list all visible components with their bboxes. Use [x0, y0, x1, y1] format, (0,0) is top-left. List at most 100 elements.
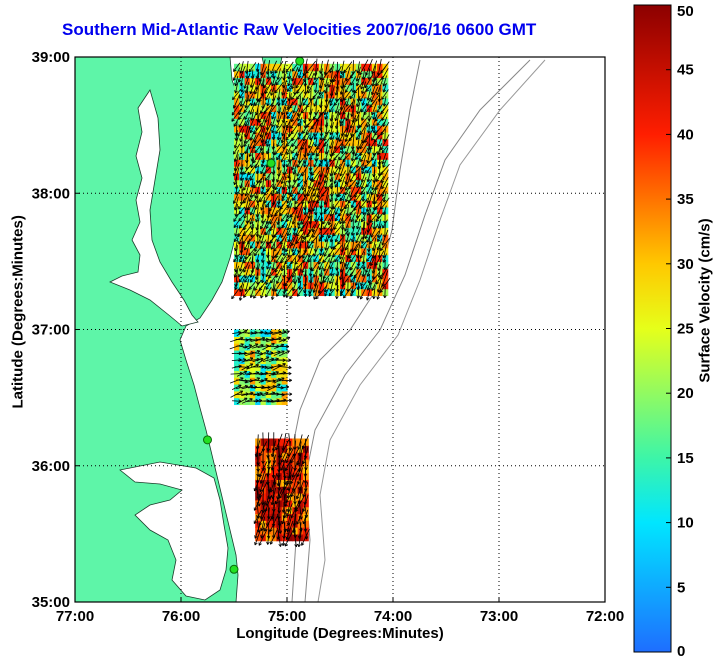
- station-marker: [266, 158, 276, 168]
- velocity-arrow: [266, 137, 271, 147]
- velocity-arrow: [308, 101, 313, 116]
- velocity-arrow: [317, 175, 326, 191]
- velocity-arrow: [313, 270, 318, 287]
- velocity-cell: [260, 111, 267, 119]
- velocity-arrow: [254, 144, 262, 154]
- velocity-cell: [281, 97, 288, 106]
- velocity-arrow: [311, 215, 321, 233]
- velocity-arrow: [360, 270, 368, 287]
- velocity-cell: [355, 240, 362, 249]
- velocity-arrow: [346, 158, 350, 168]
- velocity-arrow: [356, 218, 361, 230]
- velocity-arrow: [276, 107, 282, 123]
- velocity-arrow: [292, 514, 297, 534]
- velocity-arrow: [249, 209, 256, 225]
- velocity-cell: [276, 77, 283, 85]
- velocity-arrow: [313, 82, 318, 93]
- velocity-cell: [239, 220, 246, 228]
- velocity-arrow: [353, 196, 364, 211]
- chart-title: Southern Mid-Atlantic Raw Velocities 200…: [62, 20, 537, 39]
- velocity-arrow: [291, 209, 298, 225]
- velocity-arrow: [279, 385, 290, 389]
- velocity-arrow: [271, 188, 276, 206]
- velocity-arrow: [317, 251, 325, 265]
- velocity-arrow: [339, 117, 346, 127]
- velocity-arrow: [243, 175, 252, 191]
- velocity-cell: [297, 288, 304, 297]
- velocity-cell: [265, 220, 272, 228]
- velocity-arrow: [271, 87, 276, 102]
- velocity-cell: [276, 261, 283, 269]
- velocity-arrow: [250, 150, 255, 162]
- velocity-cell: [350, 166, 357, 174]
- velocity-cell: [377, 118, 383, 126]
- velocity-arrow: [380, 134, 390, 151]
- velocity-cell: [244, 138, 251, 147]
- velocity-arrow: [296, 461, 304, 477]
- velocity-cell: [244, 275, 251, 283]
- velocity-cell: [287, 84, 293, 92]
- velocity-arrow: [266, 202, 271, 219]
- velocity-cell: [287, 145, 293, 153]
- velocity-cell: [361, 152, 368, 160]
- velocity-arrow: [281, 219, 287, 229]
- velocity-arrow: [313, 137, 318, 148]
- velocity-cell: [281, 145, 288, 153]
- velocity-arrow: [342, 271, 354, 286]
- velocity-cell: [239, 397, 246, 406]
- velocity-arrow: [318, 80, 324, 95]
- velocity-cell: [276, 84, 283, 92]
- velocity-cell: [265, 240, 272, 249]
- velocity-arrow: [260, 253, 265, 263]
- velocity-arrow: [277, 218, 281, 230]
- velocity-arrow: [242, 225, 252, 237]
- velocity-arrow: [292, 103, 297, 114]
- velocity-arrow: [265, 60, 271, 75]
- velocity-arrow: [360, 170, 367, 183]
- velocity-arrow: [264, 171, 273, 181]
- velocity-cell: [350, 288, 357, 297]
- velocity-cell: [297, 131, 304, 140]
- velocity-arrow: [339, 263, 346, 280]
- velocity-arrow: [371, 114, 378, 130]
- velocity-arrow: [355, 108, 362, 122]
- velocity-arrow: [323, 194, 329, 213]
- velocity-arrow: [247, 196, 258, 211]
- velocity-arrow: [260, 143, 265, 156]
- velocity-arrow: [361, 81, 366, 94]
- velocity-cell: [249, 240, 256, 249]
- velocity-arrow: [366, 178, 373, 188]
- velocity-cell: [324, 247, 330, 256]
- velocity-cell: [276, 145, 283, 153]
- velocity-arrow: [366, 208, 372, 226]
- velocity-arrow: [343, 285, 353, 299]
- velocity-cell: [249, 125, 256, 133]
- velocity-cell: [355, 200, 362, 208]
- velocity-arrow: [313, 131, 319, 140]
- velocity-arrow: [231, 100, 242, 116]
- velocity-arrow: [359, 243, 368, 259]
- velocity-arrow: [254, 279, 262, 291]
- velocity-arrow: [377, 265, 382, 278]
- velocity-arrow: [296, 287, 304, 297]
- velocity-arrow: [259, 120, 267, 138]
- velocity-cell: [366, 254, 373, 262]
- velocity-arrow: [257, 350, 270, 357]
- velocity-arrow: [248, 87, 257, 102]
- velocity-arrow: [275, 244, 283, 259]
- velocity-cell: [318, 186, 325, 194]
- velocity-cell: [287, 281, 293, 290]
- velocity-arrow: [353, 163, 364, 176]
- velocity-arrow: [323, 59, 329, 76]
- velocity-cell: [361, 200, 368, 208]
- velocity-cell: [345, 213, 352, 222]
- velocity-cell: [345, 200, 352, 208]
- velocity-arrow: [256, 486, 261, 507]
- velocity-arrow: [371, 130, 378, 141]
- velocity-cell: [324, 220, 330, 228]
- velocity-arrow: [313, 253, 319, 263]
- velocity-arrow: [340, 73, 345, 89]
- velocity-arrow: [349, 205, 357, 216]
- velocity-cell: [281, 349, 288, 358]
- velocity-arrow: [360, 154, 367, 171]
